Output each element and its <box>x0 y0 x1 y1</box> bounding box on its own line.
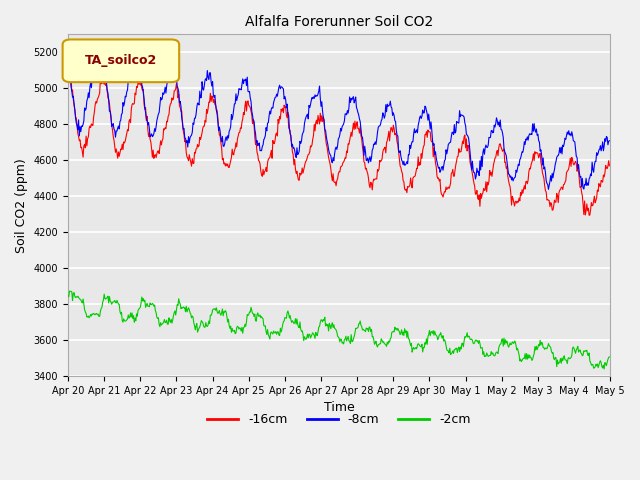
Y-axis label: Soil CO2 (ppm): Soil CO2 (ppm) <box>15 158 28 252</box>
Legend: -16cm, -8cm, -2cm: -16cm, -8cm, -2cm <box>202 408 476 431</box>
FancyBboxPatch shape <box>63 39 179 82</box>
Text: TA_soilco2: TA_soilco2 <box>85 54 157 67</box>
Title: Alfalfa Forerunner Soil CO2: Alfalfa Forerunner Soil CO2 <box>245 15 433 29</box>
X-axis label: Time: Time <box>324 401 355 414</box>
